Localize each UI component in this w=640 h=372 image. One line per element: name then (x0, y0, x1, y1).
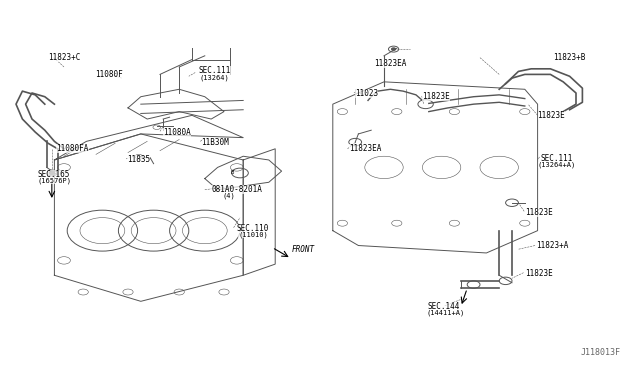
Text: 11B30M: 11B30M (202, 138, 229, 147)
Text: 081A0-8201A: 081A0-8201A (211, 185, 262, 194)
Text: FRONT: FRONT (291, 246, 314, 254)
Text: 11823E: 11823E (525, 208, 552, 217)
Text: 11080F: 11080F (95, 70, 122, 79)
Text: B: B (230, 170, 234, 175)
Text: 11023: 11023 (355, 89, 378, 97)
Text: J118013F: J118013F (581, 348, 621, 357)
Text: 11835: 11835 (127, 155, 150, 164)
Text: 11823E: 11823E (525, 269, 552, 278)
Text: 11080A: 11080A (163, 128, 191, 137)
Text: 11823E: 11823E (422, 92, 450, 101)
Text: (4): (4) (223, 193, 236, 199)
Text: SEC.110: SEC.110 (237, 224, 269, 233)
Text: (11010): (11010) (238, 232, 268, 238)
Text: 11823EA: 11823EA (374, 59, 407, 68)
Text: SEC.111: SEC.111 (541, 154, 573, 163)
Text: SEC.144: SEC.144 (428, 302, 460, 311)
Text: SEC.165: SEC.165 (37, 170, 70, 179)
Text: 11080FA: 11080FA (56, 144, 89, 153)
Text: (13264+A): (13264+A) (538, 161, 576, 168)
Text: (13264): (13264) (200, 74, 229, 81)
Circle shape (49, 171, 54, 174)
Text: SEC.111: SEC.111 (198, 66, 231, 75)
Text: (16576P): (16576P) (37, 178, 71, 185)
Text: 11823E: 11823E (538, 111, 565, 120)
Text: 11823+C: 11823+C (48, 53, 81, 62)
Text: 11823+A: 11823+A (536, 241, 569, 250)
Text: 11823EA: 11823EA (349, 144, 381, 153)
Text: (14411+A): (14411+A) (426, 310, 465, 317)
Text: 11823+B: 11823+B (554, 53, 586, 62)
Circle shape (392, 48, 396, 50)
